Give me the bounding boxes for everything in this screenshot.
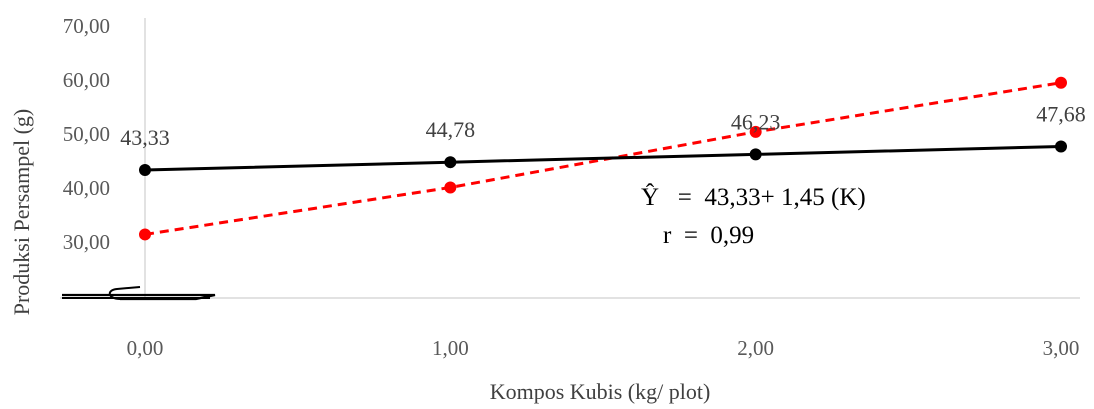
x-tick-label: 2,00 bbox=[737, 336, 774, 360]
series-point bbox=[444, 156, 457, 169]
data-label: 44,78 bbox=[426, 117, 476, 142]
y-axis-title: Produksi Persampel (g) bbox=[9, 109, 34, 316]
series-point bbox=[1055, 76, 1067, 89]
series-point bbox=[139, 228, 151, 241]
series-line bbox=[144, 81, 1062, 236]
data-label: 47,68 bbox=[1036, 102, 1086, 127]
series-point bbox=[749, 148, 762, 161]
series-line bbox=[144, 145, 1062, 172]
series-point bbox=[1055, 140, 1067, 153]
y-tick-label: 70,00 bbox=[63, 14, 110, 38]
y-tick-label: 50,00 bbox=[63, 122, 110, 146]
y-tick-label: 30,00 bbox=[63, 230, 110, 254]
data-label: 43,33 bbox=[120, 125, 170, 150]
correlation-coefficient: r = 0,99 bbox=[663, 222, 754, 249]
x-tick-label: 3,00 bbox=[1043, 336, 1080, 360]
regression-equation: Ŷ = 43,33+ 1,45 (K) bbox=[641, 183, 866, 211]
y-tick-label: 60,00 bbox=[63, 68, 110, 92]
x-tick-label: 0,00 bbox=[127, 336, 164, 360]
data-labels: 43,33 44,78 46,23 47,68 bbox=[120, 102, 1086, 150]
x-tick-label: 1,00 bbox=[432, 336, 469, 360]
y-tick-label: 40,00 bbox=[63, 176, 110, 200]
x-tick-labels: 0,00 1,00 2,00 3,00 bbox=[127, 336, 1080, 360]
data-label: 46,23 bbox=[731, 109, 781, 134]
y-tick-labels: 30,00 40,00 50,00 60,00 70,00 bbox=[63, 14, 110, 254]
series-point bbox=[444, 181, 457, 194]
series-point bbox=[139, 164, 151, 177]
series-point bbox=[749, 125, 762, 138]
chart-axes bbox=[60, 18, 1080, 299]
x-axis-title: Kompos Kubis (kg/ plot) bbox=[490, 379, 711, 404]
axis-break-symbol bbox=[62, 286, 216, 301]
series-group bbox=[139, 76, 1067, 241]
